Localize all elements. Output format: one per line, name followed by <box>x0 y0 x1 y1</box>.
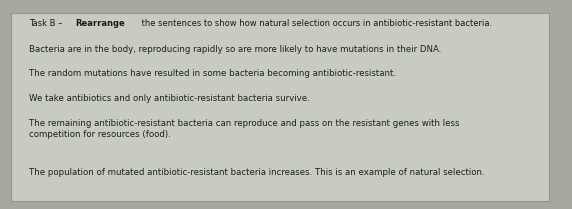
Text: The random mutations have resulted in some bacteria becoming antibiotic-resistan: The random mutations have resulted in so… <box>29 69 396 78</box>
FancyBboxPatch shape <box>11 13 549 201</box>
Text: Task B –: Task B – <box>29 19 65 28</box>
Text: the sentences to show how natural selection occurs in antibiotic-resistant bacte: the sentences to show how natural select… <box>139 19 492 28</box>
Text: The population of mutated antibiotic-resistant bacteria increases. This is an ex: The population of mutated antibiotic-res… <box>29 168 484 177</box>
Text: Bacteria are in the body, reproducing rapidly so are more likely to have mutatio: Bacteria are in the body, reproducing ra… <box>29 45 441 54</box>
Text: Rearrange: Rearrange <box>75 19 125 28</box>
Text: The remaining antibiotic-resistant bacteria can reproduce and pass on the resist: The remaining antibiotic-resistant bacte… <box>29 119 459 139</box>
Text: We take antibiotics and only antibiotic-resistant bacteria survive.: We take antibiotics and only antibiotic-… <box>29 94 309 103</box>
